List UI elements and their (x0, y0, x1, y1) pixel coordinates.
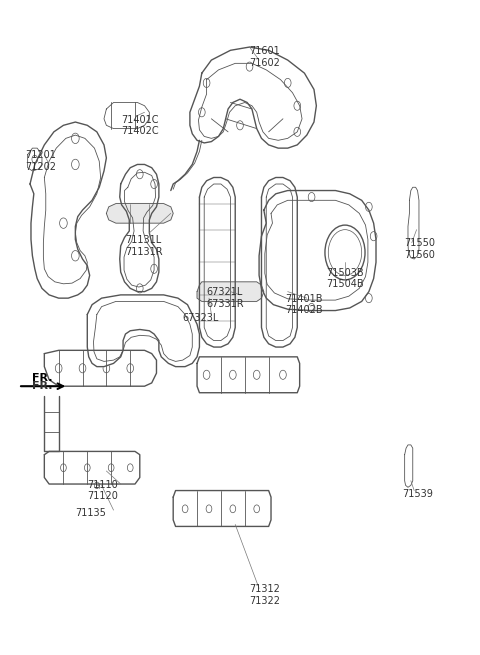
Text: FR.: FR. (33, 381, 53, 391)
Text: 71201
71202: 71201 71202 (25, 151, 56, 172)
Polygon shape (107, 204, 173, 223)
Polygon shape (120, 164, 159, 291)
Text: 71539: 71539 (402, 489, 433, 499)
Polygon shape (87, 295, 199, 367)
Polygon shape (199, 178, 235, 347)
Text: 71401B
71402B: 71401B 71402B (285, 294, 323, 316)
Polygon shape (44, 396, 59, 451)
Polygon shape (44, 451, 140, 484)
Text: 71503B
71504B: 71503B 71504B (326, 268, 363, 290)
Polygon shape (28, 148, 42, 171)
Text: 71550
71560: 71550 71560 (405, 238, 436, 260)
Polygon shape (104, 102, 149, 128)
Text: 67321L
67331R: 67321L 67331R (206, 288, 244, 309)
Polygon shape (190, 47, 316, 148)
Polygon shape (30, 122, 107, 298)
Text: 71601
71602: 71601 71602 (250, 46, 280, 67)
Text: 67323L: 67323L (183, 312, 219, 323)
Polygon shape (44, 350, 156, 386)
Polygon shape (197, 357, 300, 393)
Text: 71312
71322: 71312 71322 (250, 584, 280, 606)
Polygon shape (197, 282, 264, 301)
Polygon shape (408, 187, 419, 259)
Polygon shape (405, 445, 413, 487)
Text: 71131L
71131R: 71131L 71131R (125, 235, 163, 257)
Text: 71401C
71402C: 71401C 71402C (120, 115, 158, 136)
Polygon shape (259, 191, 376, 310)
Polygon shape (173, 491, 271, 527)
Text: 71110
71120: 71110 71120 (87, 479, 118, 501)
Text: 71135: 71135 (75, 508, 106, 518)
Text: FR.: FR. (33, 373, 53, 383)
Polygon shape (262, 178, 297, 347)
